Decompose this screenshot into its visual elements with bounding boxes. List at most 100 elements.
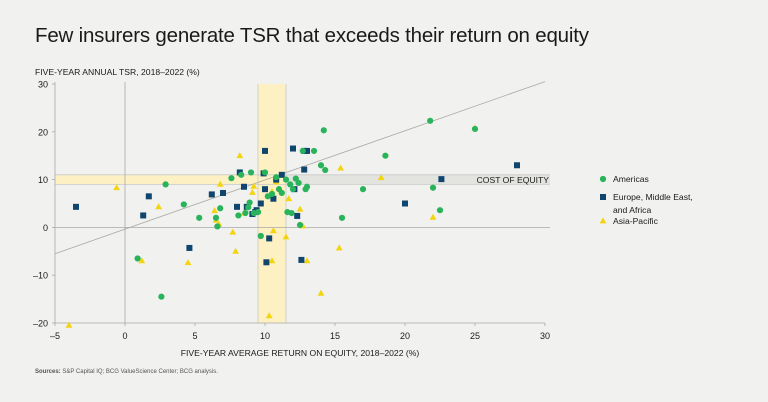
emea-point	[294, 212, 301, 219]
chart-title: Few insurers generate TSR that exceeds t…	[35, 24, 589, 47]
americas-point	[235, 212, 242, 219]
americas-point	[196, 214, 203, 221]
asia-pacific-point	[216, 180, 224, 187]
emea-point	[257, 200, 264, 207]
americas-point	[180, 201, 187, 208]
emea-point	[278, 171, 285, 178]
americas-point	[257, 232, 264, 240]
legend-emea-label: Europe, Middle East,	[613, 192, 693, 202]
x-tick-label: 10	[260, 331, 270, 341]
americas-point	[303, 183, 311, 190]
x-tick-label: 25	[470, 331, 480, 341]
americas-point	[268, 190, 276, 198]
emea-point	[438, 176, 445, 183]
sources-text: S&P Capital IQ; BCG ValueScience Center;…	[60, 369, 218, 375]
americas-point	[299, 147, 306, 155]
asia-pacific-point	[296, 205, 304, 212]
americas-point	[246, 199, 253, 206]
americas-point	[382, 152, 389, 159]
asia-pacific-point	[184, 259, 192, 266]
emea-point	[266, 235, 273, 242]
emea-point	[73, 203, 79, 210]
americas-point	[288, 209, 295, 217]
legend-asia-pacific-marker	[599, 217, 607, 224]
sources-label: Sources:	[35, 369, 61, 375]
emea-point	[304, 147, 310, 154]
americas-point	[289, 186, 297, 193]
reference-line	[54, 81, 546, 255]
americas-point	[254, 209, 262, 216]
asia-pacific-point	[250, 182, 258, 189]
americas-point	[217, 205, 224, 212]
americas-point	[247, 169, 255, 176]
americas-point	[245, 204, 252, 211]
emea-point	[402, 200, 408, 207]
asia-pacific-point	[268, 257, 276, 264]
americas-point	[427, 117, 434, 124]
y-tick-label: 10	[38, 175, 48, 185]
emea-point	[263, 259, 270, 266]
americas-point	[338, 214, 346, 221]
asia-pacific-point	[282, 233, 290, 240]
americas-point	[228, 175, 235, 182]
asia-pacific-point	[335, 244, 343, 251]
cost-of-equity-label: COST OF EQUITY	[477, 175, 550, 185]
emea-point	[234, 203, 240, 210]
emea-point	[186, 244, 193, 251]
americas-point	[359, 186, 367, 193]
asia-pacific-point	[138, 257, 146, 264]
americas-point	[320, 127, 327, 134]
emea-point	[298, 256, 305, 263]
americas-point	[296, 221, 304, 229]
americas-point	[278, 189, 285, 197]
sources-note: Sources: S&P Capital IQ; BCG ValueScienc…	[35, 369, 218, 375]
americas-point	[287, 181, 294, 188]
legend-emea-marker	[600, 194, 606, 200]
americas-point	[429, 184, 437, 191]
asia-pacific-point	[317, 289, 325, 296]
x-tick-label: 30	[540, 331, 550, 341]
cost-of-equity-band-highlight	[55, 174, 258, 185]
asia-pacific-point	[377, 174, 385, 181]
emea-point	[262, 186, 268, 193]
emea-point	[208, 191, 215, 198]
emea-point	[145, 193, 152, 200]
americas-point	[242, 209, 249, 217]
y-tick-label: 30	[38, 80, 48, 90]
americas-point	[212, 214, 220, 221]
americas-point	[134, 255, 141, 262]
y-tick-label: –10	[33, 271, 48, 281]
y-tick-label: 0	[43, 223, 48, 233]
x-tick-label: 0	[122, 331, 127, 341]
asia-pacific-point	[155, 203, 162, 210]
y-axis-label: FIVE-YEAR ANNUAL TSR, 2018–2022 (%)	[35, 67, 200, 77]
americas-point	[261, 169, 269, 176]
x-axis-label: FIVE-YEAR AVERAGE RETURN ON EQUITY, 2018…	[181, 348, 420, 358]
emea-point	[514, 162, 520, 169]
emea-point	[270, 195, 277, 202]
y-tick-label: 20	[38, 127, 48, 137]
emea-point	[301, 166, 308, 173]
asia-pacific-point	[211, 207, 218, 214]
asia-pacific-point	[113, 184, 120, 191]
x-tick-label: 15	[330, 331, 340, 341]
asia-pacific-point	[232, 247, 239, 254]
americas-point	[162, 181, 169, 188]
emea-point	[220, 189, 226, 196]
americas-point	[238, 171, 245, 178]
americas-point	[282, 176, 290, 183]
y-tick-label: –20	[33, 319, 48, 329]
americas-point	[158, 293, 165, 300]
americas-point	[273, 174, 280, 181]
asia-pacific-point	[303, 257, 311, 264]
emea-point	[241, 183, 247, 190]
americas-point	[295, 179, 302, 187]
americas-point	[310, 147, 318, 155]
emea-point	[290, 145, 296, 152]
asia-pacific-point	[65, 321, 73, 328]
americas-point	[322, 166, 329, 174]
legend-emea-label: and Africa	[613, 205, 651, 215]
legend-asia-pacific-label: Asia-Pacific	[613, 216, 659, 226]
asia-pacific-point	[337, 164, 344, 171]
